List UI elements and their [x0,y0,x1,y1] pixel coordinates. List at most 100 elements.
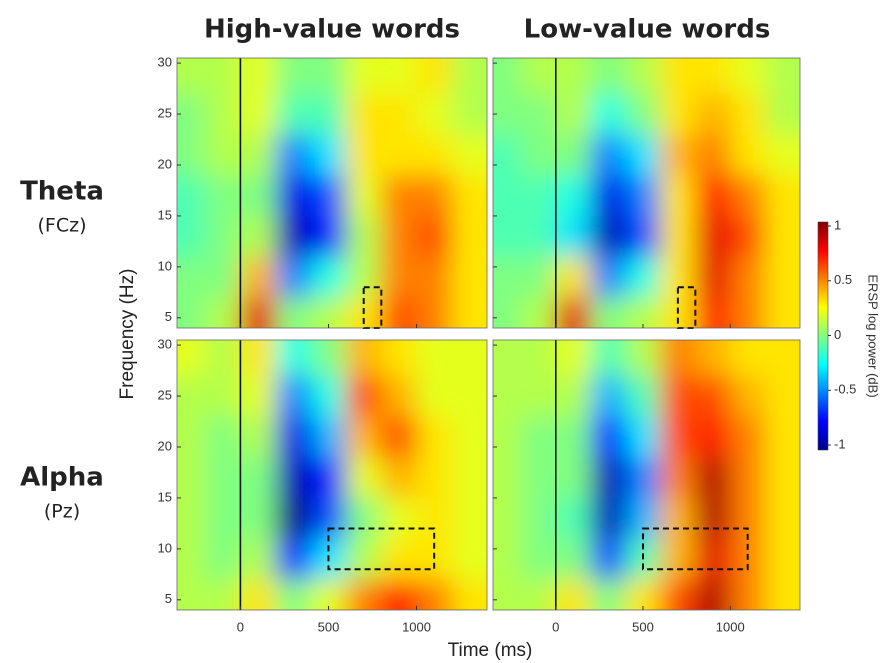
cell [310,375,347,417]
cell [240,134,277,176]
cell [625,340,661,377]
panel-frame [492,57,801,329]
y-tick-label: 10 [158,258,172,273]
cell [590,457,627,499]
cell [177,215,206,258]
cell [493,175,522,217]
panel [493,340,800,610]
row-site: (Pz) [44,501,80,523]
y-tick-label: 5 [165,591,172,606]
cell [346,340,382,377]
cell [416,457,453,499]
cell [451,175,487,217]
cell [381,93,418,135]
cell [346,538,382,580]
colorbar-tick-label: -0.5 [834,382,856,397]
cell [730,579,766,610]
cell [590,175,627,217]
cell [240,93,277,135]
cell [555,58,592,95]
cell [695,416,731,458]
cell [625,93,661,135]
cell [660,58,696,95]
panel [177,340,487,610]
cell [765,579,800,610]
cell [451,215,487,258]
cell [590,579,627,610]
cell [695,340,731,377]
cell [451,93,487,135]
cell [416,256,453,298]
cell [205,175,241,217]
cell [695,175,731,217]
cell [730,175,766,217]
cell [177,297,206,328]
cell [205,340,241,377]
cell [625,579,661,610]
cell [520,93,557,135]
y-tick-label: 10 [158,540,172,555]
cell [346,58,382,95]
cell [660,215,696,258]
cell [275,297,312,328]
row-title: Theta [20,177,104,207]
cell [765,375,800,417]
cell [310,215,347,258]
cell [493,256,522,298]
cell [625,375,661,417]
cell [381,215,418,258]
colorbar-label: ERSP log power (dB) [866,274,881,397]
cell [730,256,766,298]
cell [555,497,592,540]
cell [493,134,522,176]
cell [555,579,592,610]
cell [205,375,241,417]
x-tick-label: 500 [318,619,340,634]
cell [310,93,347,135]
cell [765,256,800,298]
cell [555,215,592,258]
cell [381,58,418,95]
cell [730,497,766,540]
cell [381,457,418,499]
cell [765,538,800,580]
cell [493,215,522,258]
cell [493,538,522,580]
cell [177,256,206,298]
cell [493,457,522,499]
y-tick-label: 15 [158,489,172,504]
panel-frame [176,339,488,611]
cell [205,256,241,298]
cell [240,579,277,610]
cell [346,416,382,458]
cell [205,297,241,328]
cell [177,457,206,499]
cell [520,457,557,499]
cell [346,497,382,540]
cell [275,538,312,580]
cell [660,134,696,176]
cell [695,256,731,298]
cell [275,340,312,377]
cell [177,497,206,540]
cell [493,93,522,135]
cell [451,134,487,176]
cell [695,297,731,328]
cell [520,579,557,610]
cell [381,297,418,328]
y-tick-label: 15 [158,207,172,222]
panel-frame [492,339,801,611]
cell [310,340,347,377]
cell [660,93,696,135]
cell [765,175,800,217]
cell [730,375,766,417]
cell [381,375,418,417]
cell [416,416,453,458]
cell [730,58,766,95]
cell [177,579,206,610]
cell [590,134,627,176]
cell [555,134,592,176]
cell [275,58,312,95]
x-tick-label: 1000 [402,619,431,634]
cell [493,297,522,328]
